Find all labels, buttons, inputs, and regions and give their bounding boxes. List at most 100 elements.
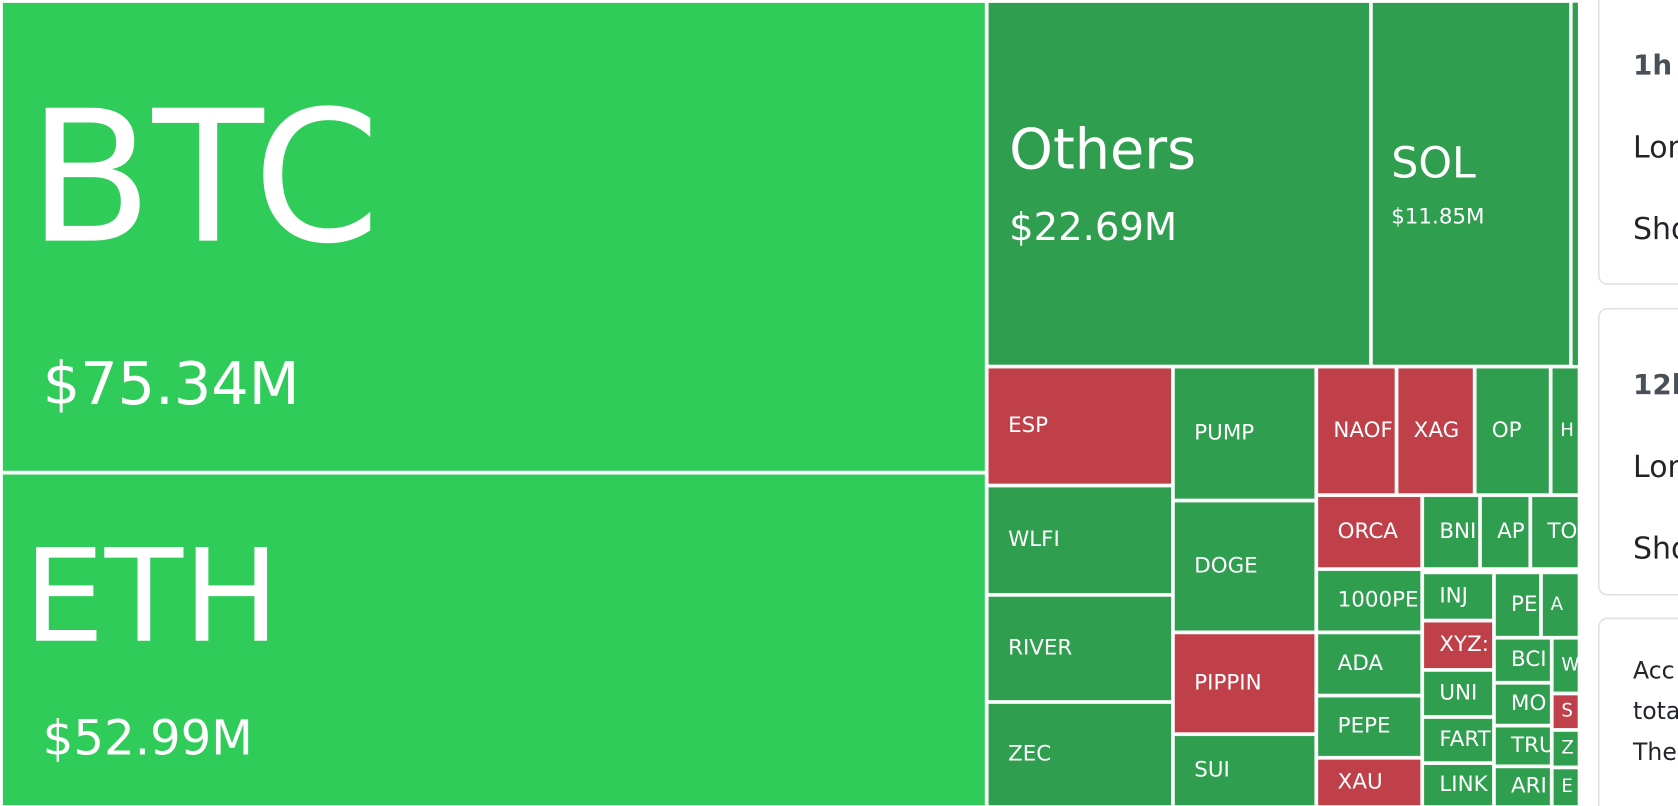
tile-label: ADA	[1338, 651, 1384, 676]
tile[interactable]: ETH $52.99M	[2, 473, 986, 806]
tile-rect	[987, 595, 1172, 701]
tile-rect	[1423, 621, 1493, 669]
tile-rect	[1173, 633, 1316, 734]
card-box	[1598, 307, 1678, 596]
tile[interactable]: ESP	[987, 367, 1172, 485]
tile[interactable]: S	[1552, 694, 1579, 729]
tile-rect	[1552, 730, 1579, 767]
tile-label: LINK	[1439, 772, 1488, 797]
tile-label: NAOF	[1333, 418, 1392, 443]
tile-rect	[2, 473, 986, 806]
tile-label: E	[1561, 776, 1572, 797]
tile[interactable]: XYZ:	[1423, 621, 1493, 669]
card-line: The	[1632, 738, 1677, 766]
tile-strip	[1571, 1, 1580, 367]
tile-label: BCI	[1511, 647, 1547, 672]
tile[interactable]: A	[1542, 573, 1579, 637]
tile[interactable]: WLFI	[987, 486, 1172, 594]
tile-rect	[1317, 633, 1422, 695]
tile[interactable]: ORCA	[1317, 496, 1422, 569]
tile-rect	[1423, 718, 1493, 763]
tile-rect	[1475, 367, 1550, 495]
tile[interactable]: ARI	[1495, 767, 1551, 806]
card-line: tota	[1633, 697, 1678, 725]
tile-rect	[1531, 496, 1579, 569]
tile-rect	[987, 486, 1172, 594]
tile-label: AP	[1497, 519, 1525, 544]
card-title: 1h	[1633, 48, 1672, 81]
tile[interactable]: XAU	[1317, 758, 1422, 806]
tile[interactable]: ADA	[1317, 633, 1422, 695]
tile[interactable]: SUI	[1173, 735, 1316, 806]
tile[interactable]: H	[1551, 367, 1579, 495]
tile-label: A	[1551, 594, 1564, 615]
card-line: Lon	[1633, 130, 1678, 165]
tile[interactable]: AP	[1481, 496, 1530, 569]
tile-rect	[1317, 758, 1422, 806]
tile-label: ESP	[1008, 413, 1048, 438]
tile-label: Others	[1009, 117, 1196, 182]
tile-label: W	[1561, 655, 1579, 676]
tile[interactable]: PEPE	[1317, 696, 1422, 757]
tile-label: FART	[1439, 727, 1491, 752]
tile[interactable]: NAOF	[1317, 367, 1396, 495]
card-line: Sho	[1633, 212, 1678, 247]
tile[interactable]: UNI	[1423, 670, 1493, 716]
tile-rect	[1371, 2, 1570, 366]
tile[interactable]: 1000PE	[1317, 570, 1422, 632]
tile[interactable]: ZEC	[987, 703, 1172, 806]
tile-value: $11.85M	[1391, 205, 1484, 230]
tile-rect	[1397, 367, 1474, 495]
tile-label: UNI	[1439, 680, 1477, 705]
tile-label: DOGE	[1194, 553, 1257, 578]
tile[interactable]: PUMP	[1173, 367, 1316, 500]
tile-rect	[1173, 367, 1316, 500]
tile-value: $75.34M	[43, 349, 300, 418]
tile-label: PIPPIN	[1194, 670, 1261, 695]
tile-label: H	[1560, 420, 1574, 441]
tile-label: TRU	[1510, 733, 1555, 758]
tile[interactable]: Z	[1552, 730, 1579, 767]
tile[interactable]: FART	[1423, 718, 1493, 763]
tile-rect	[1481, 496, 1530, 569]
tile-label: XYZ:	[1439, 632, 1489, 657]
tile[interactable]: LINK	[1423, 764, 1493, 806]
tile[interactable]: PE	[1495, 573, 1540, 637]
tile-rect	[1173, 735, 1316, 806]
tile-value: $22.69M	[1009, 205, 1177, 250]
tile-rect	[1542, 573, 1579, 637]
tile-rect	[1317, 367, 1396, 495]
tile-rect	[1317, 496, 1422, 569]
tile-label: SUI	[1194, 758, 1230, 783]
tile[interactable]: PIPPIN	[1173, 633, 1316, 734]
tile-rect	[1495, 683, 1551, 725]
tile-label: ARI	[1511, 774, 1547, 799]
tile[interactable]: MO	[1495, 683, 1551, 725]
tile[interactable]: BNI	[1423, 496, 1479, 569]
tile[interactable]: OP	[1475, 367, 1550, 495]
tile-rect	[1552, 638, 1579, 693]
tile-rect	[1495, 638, 1551, 682]
tile-label: PUMP	[1194, 421, 1254, 446]
tile[interactable]: INJ	[1423, 573, 1493, 620]
tile[interactable]: SOL $11.85M	[1371, 2, 1570, 366]
tile[interactable]: XAG	[1397, 367, 1474, 495]
tile-rect	[1317, 570, 1422, 632]
tile[interactable]: BTC $75.34M	[2, 2, 986, 472]
tile[interactable]: TO	[1531, 496, 1579, 569]
tile[interactable]: Others $22.69M	[987, 2, 1370, 366]
tile-label: S	[1561, 701, 1573, 722]
tile[interactable]: BCI	[1495, 638, 1551, 682]
tile[interactable]: RIVER	[987, 595, 1172, 701]
tile-rect	[1423, 573, 1493, 620]
tile-rect	[1495, 573, 1540, 637]
tile-rect	[987, 2, 1370, 366]
tile-rect	[1495, 767, 1551, 806]
tile[interactable]: E	[1552, 768, 1579, 806]
tile[interactable]: DOGE	[1173, 501, 1316, 632]
tile[interactable]: W	[1552, 638, 1580, 693]
tile[interactable]: TRU	[1495, 726, 1555, 766]
tile-rect	[1423, 764, 1493, 806]
tile-rect	[2, 2, 986, 472]
